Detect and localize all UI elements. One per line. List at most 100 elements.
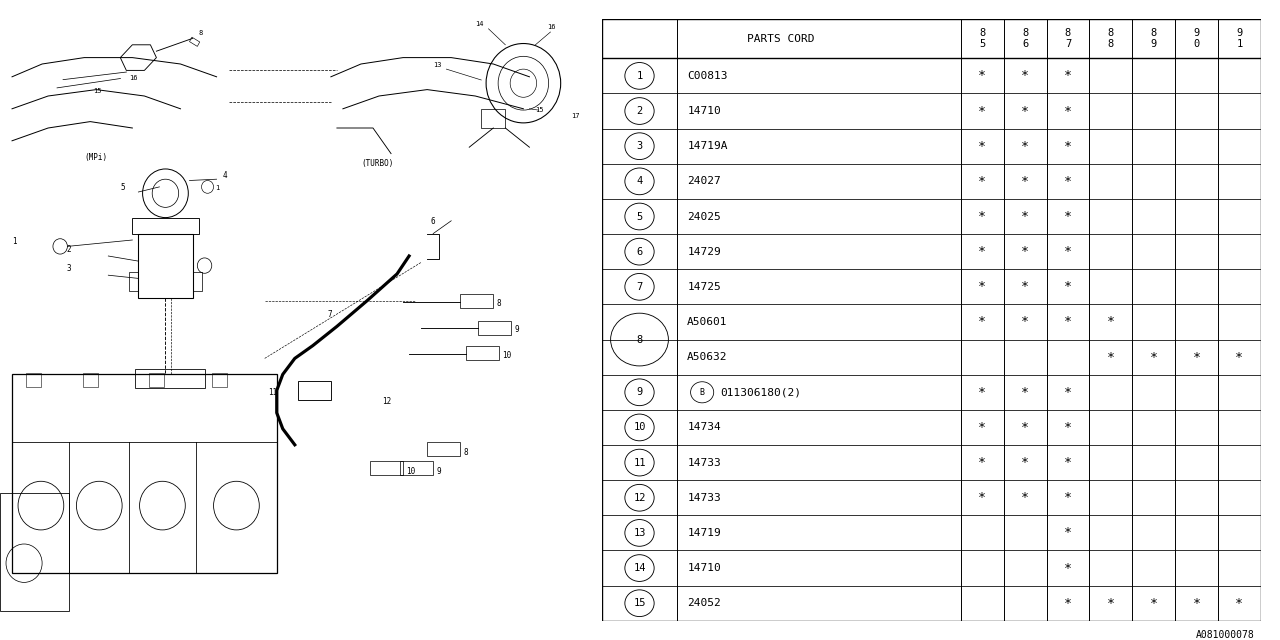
Text: 11: 11 [268, 388, 276, 397]
Text: 15: 15 [634, 598, 645, 608]
Text: 14729: 14729 [687, 246, 721, 257]
Text: *: * [1193, 596, 1201, 610]
Text: A50601: A50601 [687, 317, 728, 327]
Bar [479, 321, 511, 335]
Text: 3: 3 [67, 264, 70, 273]
Bar [26, 373, 41, 387]
Text: *: * [1064, 456, 1071, 469]
Bar [132, 218, 198, 234]
Text: *: * [1064, 596, 1071, 610]
Text: *: * [1021, 210, 1029, 223]
Text: 14710: 14710 [687, 563, 721, 573]
Text: 14: 14 [634, 563, 645, 573]
Text: B: B [700, 388, 705, 397]
Text: 13: 13 [634, 528, 645, 538]
Text: 9
0: 9 0 [1193, 28, 1199, 49]
Text: *: * [978, 386, 987, 399]
Text: 3: 3 [636, 141, 643, 151]
Text: *: * [978, 492, 987, 504]
Text: 16: 16 [129, 75, 138, 81]
Text: *: * [1064, 69, 1071, 83]
Text: *: * [1021, 386, 1029, 399]
Text: 8: 8 [463, 448, 468, 457]
Text: 8
7: 8 7 [1065, 28, 1071, 49]
Text: *: * [1021, 104, 1029, 118]
Text: (TURBO): (TURBO) [361, 159, 393, 168]
Text: 8: 8 [198, 30, 202, 36]
Text: *: * [978, 280, 987, 293]
Text: *: * [1064, 561, 1071, 575]
Text: 7: 7 [328, 310, 333, 319]
Text: 15: 15 [93, 88, 101, 94]
Bar [83, 373, 99, 387]
Bar [298, 381, 330, 400]
Text: 14710: 14710 [687, 106, 721, 116]
Text: *: * [1064, 140, 1071, 153]
Text: 9
1: 9 1 [1236, 28, 1243, 49]
Text: *: * [1235, 596, 1243, 610]
Text: *: * [978, 69, 987, 83]
Text: *: * [978, 316, 987, 328]
Text: 15: 15 [535, 107, 544, 113]
Text: *: * [1064, 280, 1071, 293]
Text: 9: 9 [436, 467, 440, 476]
Text: 4: 4 [223, 171, 228, 180]
Text: 24052: 24052 [687, 598, 721, 608]
Bar [129, 272, 138, 291]
Text: *: * [1021, 245, 1029, 258]
Text: *: * [1064, 316, 1071, 328]
Text: 8: 8 [497, 299, 500, 308]
Bar [136, 369, 205, 388]
Text: 17: 17 [571, 113, 580, 120]
Text: 12: 12 [634, 493, 645, 503]
Text: *: * [1149, 351, 1157, 364]
Text: 14719: 14719 [687, 528, 721, 538]
Text: *: * [1021, 456, 1029, 469]
Text: 14719A: 14719A [687, 141, 728, 151]
Text: 24025: 24025 [687, 211, 721, 221]
Text: *: * [978, 421, 987, 434]
Text: *: * [1021, 280, 1029, 293]
Text: 16: 16 [548, 24, 556, 30]
Text: *: * [1107, 596, 1115, 610]
Text: *: * [1064, 245, 1071, 258]
Bar [189, 37, 200, 46]
Text: *: * [1149, 596, 1157, 610]
Text: 6: 6 [430, 217, 435, 226]
Text: *: * [1064, 210, 1071, 223]
Text: *: * [1021, 421, 1029, 434]
Text: 1: 1 [636, 71, 643, 81]
Bar [12, 374, 276, 573]
Text: 8
9: 8 9 [1151, 28, 1157, 49]
Text: 11: 11 [634, 458, 645, 468]
Text: *: * [1064, 386, 1071, 399]
Text: 1: 1 [12, 237, 17, 246]
Bar [401, 461, 433, 475]
Text: *: * [1107, 351, 1115, 364]
Text: 8
6: 8 6 [1021, 28, 1028, 49]
Text: 1: 1 [215, 185, 220, 191]
Bar [150, 373, 164, 387]
Text: 10: 10 [634, 422, 645, 433]
Bar [138, 234, 192, 298]
Text: *: * [1021, 69, 1029, 83]
Text: 24027: 24027 [687, 177, 721, 186]
Text: *: * [978, 104, 987, 118]
Text: *: * [1107, 316, 1115, 328]
Text: *: * [1064, 492, 1071, 504]
Text: *: * [1064, 527, 1071, 540]
Text: 14734: 14734 [687, 422, 721, 433]
Text: 14725: 14725 [687, 282, 721, 292]
Text: 4: 4 [636, 177, 643, 186]
Text: (MPi): (MPi) [84, 153, 108, 162]
Text: 8
5: 8 5 [979, 28, 986, 49]
Text: 6: 6 [636, 246, 643, 257]
Bar [0, 493, 69, 611]
Text: 13: 13 [433, 62, 442, 68]
Text: *: * [978, 210, 987, 223]
Text: 011306180(2): 011306180(2) [721, 387, 801, 397]
Text: *: * [978, 245, 987, 258]
Text: PARTS CORD: PARTS CORD [748, 34, 815, 44]
Text: 2: 2 [67, 244, 70, 253]
Text: 14: 14 [475, 20, 484, 27]
